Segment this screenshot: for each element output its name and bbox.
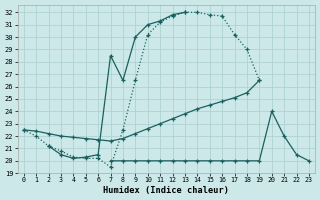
X-axis label: Humidex (Indice chaleur): Humidex (Indice chaleur) bbox=[103, 186, 229, 195]
